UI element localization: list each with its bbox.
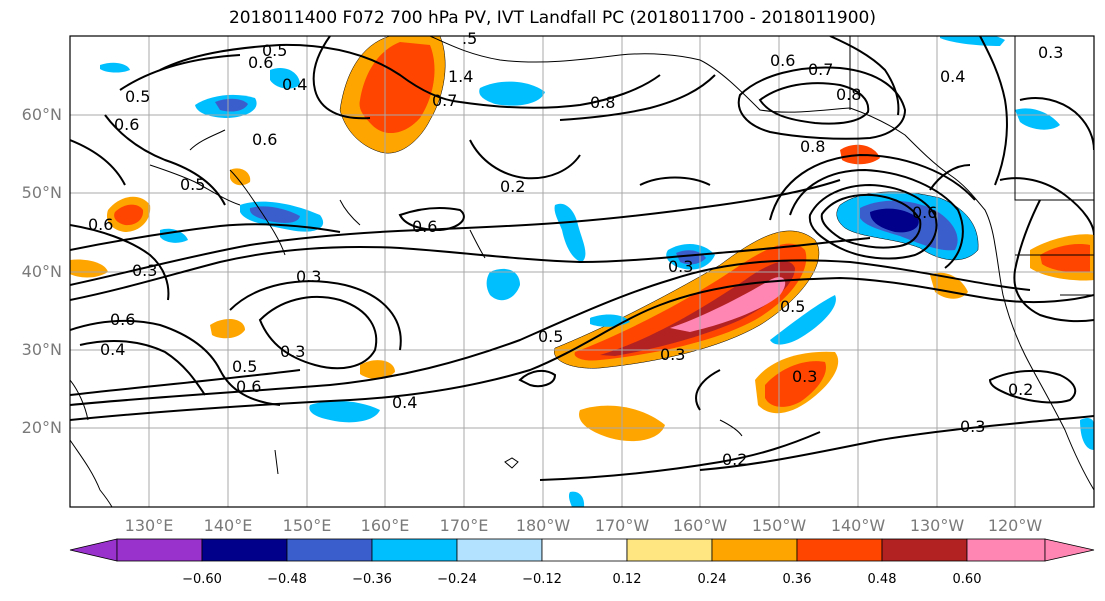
colorbar-segment xyxy=(116,538,203,562)
contour-label: 0.5 xyxy=(262,41,287,60)
colorbar-segment xyxy=(881,538,968,562)
colorbar-segment xyxy=(711,538,798,562)
colorbar-tick-label: 0.12 xyxy=(612,572,642,587)
contour-label: 1.4 xyxy=(448,67,473,86)
contour-label: 0.6 xyxy=(110,310,135,329)
colorbar-segment xyxy=(286,538,373,562)
contour-label: .5 xyxy=(462,29,477,48)
colorbar-segment xyxy=(541,538,628,562)
contour-label: 0.3 xyxy=(660,345,685,364)
contour-label: 0.4 xyxy=(940,67,965,86)
lon-label: 170°E xyxy=(439,516,489,535)
colorbar-tick-label: −0.24 xyxy=(437,572,477,587)
contour-label: 0.5 xyxy=(780,297,805,316)
lon-label: 170°W xyxy=(594,516,650,535)
contour-label: 0.5 xyxy=(125,87,150,106)
lon-label: 120°W xyxy=(987,516,1043,535)
colorbar-tick-label: 0.36 xyxy=(782,572,812,587)
colorbar-segment xyxy=(966,538,1046,562)
lat-label: 50°N xyxy=(21,183,62,202)
contour-label: 0.5 xyxy=(232,357,257,376)
contour-label: 0.6 xyxy=(412,217,437,236)
lon-label: 150°E xyxy=(282,516,332,535)
lon-label: 140°E xyxy=(203,516,253,535)
colorbar-segment xyxy=(201,538,288,562)
chart-title: 2018011400 F072 700 hPa PV, IVT Landfall… xyxy=(228,8,876,28)
map-frame xyxy=(69,35,1095,508)
lat-label: 20°N xyxy=(21,418,62,437)
contour-label: 0.2 xyxy=(722,450,747,469)
contour-label: 0.6 xyxy=(88,215,113,234)
lon-label: 150°W xyxy=(751,516,807,535)
contour-label: 0.8 xyxy=(836,85,861,104)
contour-label: 0.6 xyxy=(252,130,277,149)
lon-label: 130°W xyxy=(909,516,965,535)
colorbar-tick-label: −0.36 xyxy=(352,572,392,587)
contour-label: 0.7 xyxy=(432,91,457,110)
lon-label: 130°E xyxy=(124,516,174,535)
lat-label: 40°N xyxy=(21,262,62,281)
pv-shading xyxy=(70,36,1094,507)
contour-label: 0.4 xyxy=(282,75,307,94)
contour-label: 0.2 xyxy=(1008,380,1033,399)
colorbar-tick-label: 0.60 xyxy=(952,572,982,587)
contour-label: 0.8 xyxy=(800,137,825,156)
colorbar-tick-label: 0.48 xyxy=(867,572,897,587)
contour-label: 0.7 xyxy=(808,60,833,79)
contour-label: 0.3 xyxy=(960,417,985,436)
colorbar-segment xyxy=(626,538,713,562)
contour-label: 0.5 xyxy=(180,175,205,194)
contour-label: 0.6 xyxy=(248,53,273,72)
colorbar xyxy=(69,538,1095,562)
contour-label: 0.6 xyxy=(236,377,261,396)
coastlines xyxy=(70,36,1094,507)
contour-label: 0.8 xyxy=(590,93,615,112)
contour-label: 0.3 xyxy=(296,267,321,286)
colorbar-segment xyxy=(371,538,458,562)
contours xyxy=(70,36,1094,481)
contour-label: 0.6 xyxy=(912,203,937,222)
lon-label: 160°W xyxy=(672,516,728,535)
colorbar-tick-label: −0.60 xyxy=(182,572,222,587)
contour-label: 0.3 xyxy=(792,367,817,386)
contour-label: 0.2 xyxy=(500,177,525,196)
lon-label: 140°W xyxy=(830,516,886,535)
colorbar-tick-label: −0.48 xyxy=(267,572,307,587)
colorbar-segment xyxy=(1044,538,1095,562)
contour-label: 0.3 xyxy=(132,261,157,280)
lat-label: 30°N xyxy=(21,340,62,359)
contour-label: 0.3 xyxy=(280,342,305,361)
lon-label: 180°W xyxy=(515,516,571,535)
colorbar-segment xyxy=(796,538,883,562)
contour-label: 0.6 xyxy=(114,115,139,134)
colorbar-segment xyxy=(69,538,118,562)
contour-label: 0.4 xyxy=(100,340,125,359)
contour-label: 0.5 xyxy=(538,327,563,346)
colorbar-tick-label: 0.24 xyxy=(697,572,727,587)
lon-label: 160°E xyxy=(360,516,410,535)
contour-label: 0.3 xyxy=(1038,43,1063,62)
colorbar-tick-label: −0.12 xyxy=(522,572,562,587)
colorbar-segment xyxy=(456,538,543,562)
contour-label-group: .5 0.5 0.6 0.4 0.6 0.6 0.5 0.5 0.6 0.3 0… xyxy=(88,29,1063,469)
lat-label: 60°N xyxy=(21,105,62,124)
contour-label: 0.6 xyxy=(770,51,795,70)
contour-label: 0.3 xyxy=(668,257,693,276)
contour-label: 0.4 xyxy=(392,393,417,412)
